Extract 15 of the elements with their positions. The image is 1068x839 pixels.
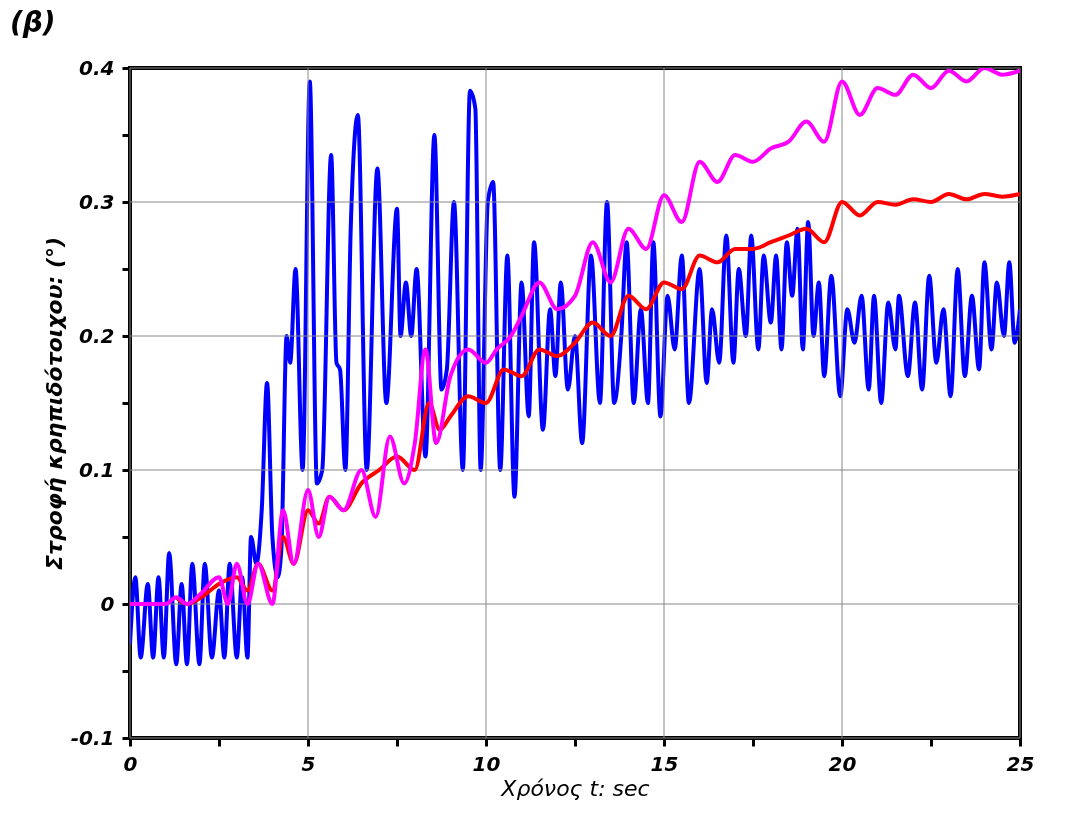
y-axis-title: Στροφή κρηπιδότοιχου: (°) (41, 236, 67, 571)
x-tick-label: 10 (472, 751, 501, 776)
x-axis-title: Χρόνος t: sec (500, 775, 650, 801)
x-tick-label: 20 (828, 751, 857, 776)
y-tick-label: 0 (100, 591, 115, 616)
x-tick-label: 15 (650, 751, 679, 776)
y-tick-label: 0.1 (79, 457, 115, 482)
x-tick-label: 5 (301, 751, 316, 776)
x-tick-label: 0 (123, 751, 138, 776)
y-tick-label: -0.1 (70, 725, 115, 750)
y-tick-label: 0.3 (79, 189, 115, 214)
x-tick-label: 25 (1006, 751, 1035, 776)
chart-title: (β) (10, 6, 56, 39)
y-tick-label: 0.2 (79, 323, 115, 348)
y-tick-label: 0.4 (79, 55, 115, 80)
